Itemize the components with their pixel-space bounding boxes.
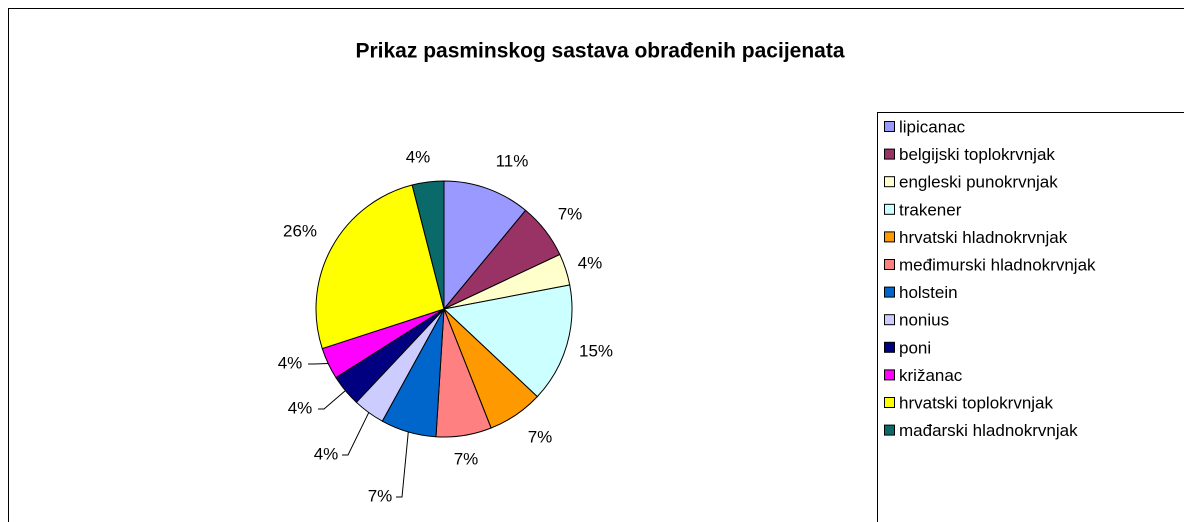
leader-line — [318, 390, 346, 410]
data-label: 4% — [288, 398, 313, 417]
legend-swatch — [884, 259, 895, 270]
legend-label: hrvatski hladnokrvnjak — [899, 228, 1068, 247]
data-label: 7% — [368, 486, 393, 505]
data-label: 4% — [314, 444, 339, 463]
legend-swatch — [884, 203, 895, 215]
data-label: 26% — [283, 221, 317, 240]
data-label: 4% — [278, 353, 303, 372]
data-label: 7% — [454, 449, 479, 468]
pie-slice — [442, 284, 573, 398]
data-label: 11% — [496, 151, 529, 170]
legend-swatch — [884, 369, 895, 381]
leader-line — [342, 412, 370, 456]
legend-swatch — [884, 286, 895, 298]
legend-swatch — [884, 231, 895, 243]
legend-label: nonius — [899, 311, 949, 330]
pie-slice — [443, 180, 527, 311]
legend-swatch — [884, 424, 895, 436]
data-label: 4% — [406, 147, 431, 166]
data-label: 7% — [558, 204, 583, 223]
legend-swatch — [884, 341, 895, 353]
legend-label: trakener — [899, 200, 962, 219]
legend-swatch — [884, 121, 895, 132]
legend-swatch — [884, 176, 895, 188]
data-label: 4% — [578, 253, 603, 272]
legend-swatch — [884, 314, 895, 326]
legend-label: lipicanac — [899, 117, 966, 136]
legend-label: križanac — [899, 366, 963, 385]
legend-label: engleski punokrvnjak — [899, 173, 1058, 192]
pie-slice — [315, 184, 445, 350]
leader-line — [396, 431, 409, 498]
pie-slice — [411, 180, 445, 310]
leader-line — [308, 363, 329, 365]
data-label: 15% — [579, 341, 613, 360]
legend-label: međimurski hladnokrvnjak — [899, 255, 1096, 274]
legend-frame — [877, 112, 1184, 522]
legend-label: mađarski hladnokrvnjak — [899, 421, 1078, 440]
legend-label: belgijski toplokrvnjak — [899, 145, 1055, 164]
data-label: 7% — [528, 427, 553, 446]
legend-swatch — [884, 148, 895, 160]
legend-label: poni — [899, 338, 931, 357]
chart-title: Prikaz pasminskog sastava obrađenih paci… — [355, 40, 844, 63]
legend-swatch — [884, 397, 895, 408]
legend-label: holstein — [899, 283, 958, 302]
legend-label: hrvatski toplokrvnjak — [899, 393, 1054, 412]
